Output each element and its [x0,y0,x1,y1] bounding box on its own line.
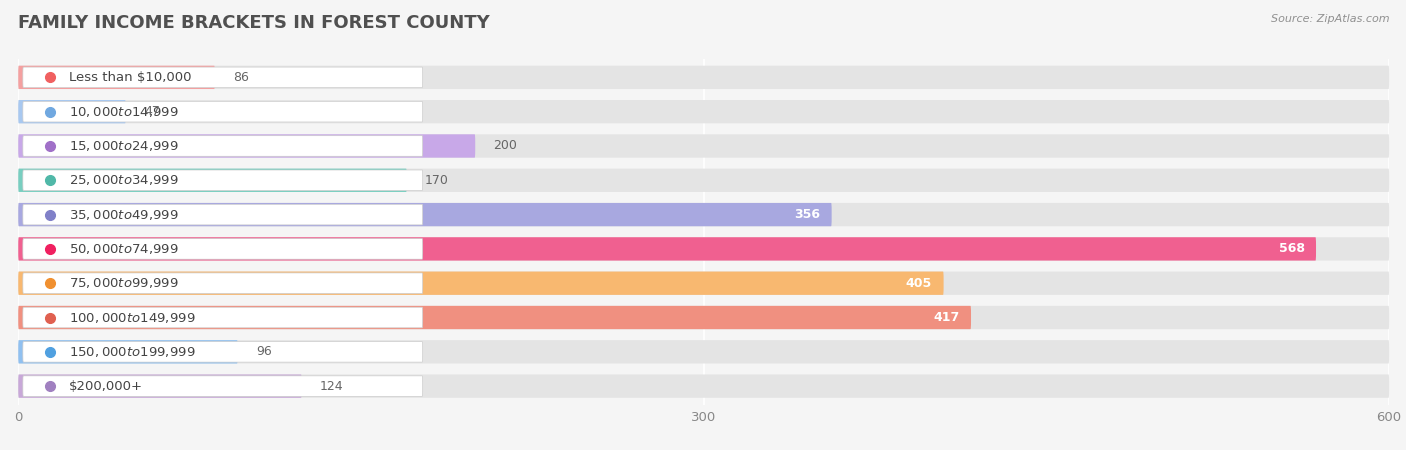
FancyBboxPatch shape [18,374,301,398]
Text: $200,000+: $200,000+ [69,380,142,393]
FancyBboxPatch shape [22,101,423,122]
FancyBboxPatch shape [18,100,125,123]
FancyBboxPatch shape [18,340,238,364]
FancyBboxPatch shape [18,374,1389,398]
Text: $35,000 to $49,999: $35,000 to $49,999 [69,207,179,221]
FancyBboxPatch shape [18,271,943,295]
FancyBboxPatch shape [22,238,423,259]
Text: Source: ZipAtlas.com: Source: ZipAtlas.com [1271,14,1389,23]
Text: 47: 47 [143,105,160,118]
Text: $75,000 to $99,999: $75,000 to $99,999 [69,276,179,290]
FancyBboxPatch shape [22,204,423,225]
Text: 568: 568 [1278,243,1305,256]
FancyBboxPatch shape [18,134,1389,158]
Text: $50,000 to $74,999: $50,000 to $74,999 [69,242,179,256]
FancyBboxPatch shape [18,306,972,329]
Text: 417: 417 [934,311,959,324]
FancyBboxPatch shape [18,237,1389,261]
FancyBboxPatch shape [18,271,1389,295]
Text: 86: 86 [233,71,249,84]
FancyBboxPatch shape [22,67,423,88]
Text: 200: 200 [494,140,517,153]
Text: $150,000 to $199,999: $150,000 to $199,999 [69,345,195,359]
Text: Less than $10,000: Less than $10,000 [69,71,191,84]
Text: 356: 356 [794,208,820,221]
FancyBboxPatch shape [22,376,423,396]
FancyBboxPatch shape [18,340,1389,364]
Text: 170: 170 [425,174,449,187]
FancyBboxPatch shape [18,237,1316,261]
Text: $10,000 to $14,999: $10,000 to $14,999 [69,105,179,119]
FancyBboxPatch shape [18,169,1389,192]
Text: $100,000 to $149,999: $100,000 to $149,999 [69,310,195,324]
FancyBboxPatch shape [22,136,423,156]
Text: $25,000 to $34,999: $25,000 to $34,999 [69,173,179,187]
Text: FAMILY INCOME BRACKETS IN FOREST COUNTY: FAMILY INCOME BRACKETS IN FOREST COUNTY [18,14,491,32]
FancyBboxPatch shape [18,66,1389,89]
FancyBboxPatch shape [18,66,215,89]
FancyBboxPatch shape [22,342,423,362]
FancyBboxPatch shape [18,306,1389,329]
FancyBboxPatch shape [22,273,423,293]
Text: 124: 124 [321,380,343,393]
FancyBboxPatch shape [22,307,423,328]
Text: $15,000 to $24,999: $15,000 to $24,999 [69,139,179,153]
FancyBboxPatch shape [18,134,475,158]
Text: 96: 96 [256,345,271,358]
FancyBboxPatch shape [22,170,423,191]
FancyBboxPatch shape [18,169,406,192]
FancyBboxPatch shape [18,203,832,226]
Text: 405: 405 [905,277,932,290]
FancyBboxPatch shape [18,100,1389,123]
FancyBboxPatch shape [18,203,1389,226]
